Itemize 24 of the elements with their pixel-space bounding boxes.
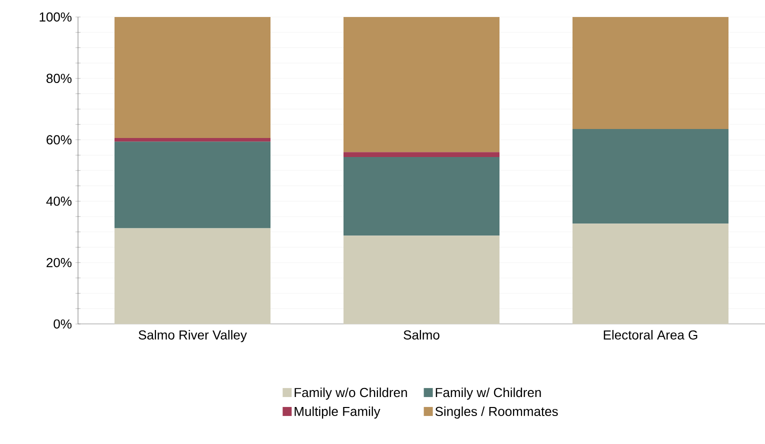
bar <box>114 228 271 324</box>
y-tick-label: 40% <box>46 196 72 206</box>
y-tick-label: 0% <box>54 319 72 329</box>
x-tick-label: Electoral Area G <box>604 330 698 340</box>
y-tick-label: 20% <box>46 258 72 268</box>
legend-label: Family w/ Children <box>436 388 541 400</box>
x-tick-label: Salmo <box>404 330 440 340</box>
bar <box>114 138 271 142</box>
x-tick-label: Salmo River Valley <box>138 330 247 342</box>
bar <box>344 16 500 152</box>
bar <box>572 16 728 130</box>
bar <box>344 152 500 157</box>
y-tick-label: 60% <box>46 135 72 144</box>
legend-label: Singles / Roommates <box>435 406 558 419</box>
bar <box>344 236 500 324</box>
y-tick-label: 80% <box>46 74 72 83</box>
y-tick-label: 100% <box>40 12 72 22</box>
bar <box>114 142 271 228</box>
bar <box>572 224 728 324</box>
bar <box>572 129 728 224</box>
bar <box>344 156 500 236</box>
legend-label: Family w/o Children <box>294 388 407 400</box>
legend-label: Multiple Family <box>294 406 380 419</box>
bar <box>114 16 271 138</box>
